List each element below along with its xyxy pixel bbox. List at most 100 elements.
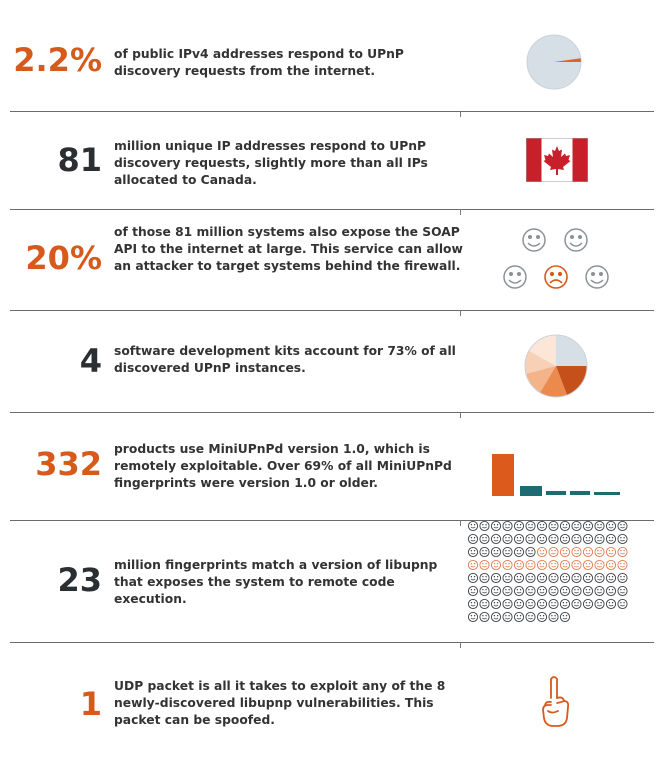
face-grid-cell bbox=[594, 546, 605, 558]
face-grid-cell bbox=[617, 598, 628, 610]
face-grid-cell bbox=[513, 611, 525, 623]
divider-tick bbox=[460, 111, 461, 117]
stat-description: products use MiniUPnPd version 1.0, whic… bbox=[114, 442, 452, 490]
face-grid-icon bbox=[467, 520, 628, 623]
face-grid-cell bbox=[605, 598, 617, 610]
stat-value: 20% bbox=[25, 239, 102, 277]
face-grid-cell bbox=[525, 598, 536, 610]
face-grid-cell bbox=[559, 559, 571, 571]
face-grid-cell bbox=[571, 533, 582, 545]
face-grid-cell bbox=[479, 520, 490, 532]
face-grid-cell bbox=[513, 559, 525, 571]
face-grid-cell bbox=[525, 520, 536, 532]
face-grid-cell bbox=[513, 585, 525, 597]
face-grid-cell bbox=[502, 546, 513, 558]
stat-value: 4 bbox=[79, 342, 102, 380]
face-grid-cell bbox=[571, 520, 582, 532]
divider bbox=[10, 520, 654, 521]
face-grid-cell bbox=[594, 533, 605, 545]
canada-flag-icon bbox=[526, 138, 588, 182]
face-grid-cell bbox=[536, 546, 548, 558]
face-grid-cell bbox=[490, 520, 502, 532]
face-grid-cell bbox=[594, 520, 605, 532]
face-grid-cell bbox=[582, 520, 594, 532]
face-grid-cell bbox=[559, 598, 571, 610]
face-grid-cell bbox=[536, 572, 548, 584]
face-grid-cell bbox=[479, 559, 490, 571]
pie-slice-icon bbox=[526, 34, 582, 90]
face-grid-cell bbox=[467, 546, 479, 558]
face-grid-cell bbox=[513, 546, 525, 558]
bar-chart-icon bbox=[492, 454, 620, 496]
face-grid-cell bbox=[502, 572, 513, 584]
face-grid-cell bbox=[617, 559, 628, 571]
face-grid-cell bbox=[479, 611, 490, 623]
face-grid-cell bbox=[525, 585, 536, 597]
face-grid-cell bbox=[536, 520, 548, 532]
face-grid-cell bbox=[605, 533, 617, 545]
face-grid-cell bbox=[479, 533, 490, 545]
divider-tick bbox=[460, 412, 461, 418]
face-grid-cell bbox=[502, 520, 513, 532]
face-grid-cell bbox=[536, 533, 548, 545]
divider-tick bbox=[460, 642, 461, 648]
face-grid-cell bbox=[594, 585, 605, 597]
raised-finger-icon bbox=[542, 676, 570, 727]
face-grid-cell bbox=[605, 520, 617, 532]
face-grid-cell bbox=[525, 611, 536, 623]
face-grid-cell bbox=[571, 559, 582, 571]
stat-value: 1 bbox=[79, 685, 102, 723]
face-grid-cell bbox=[594, 572, 605, 584]
face-grid-cell bbox=[559, 546, 571, 558]
face-grid-cell bbox=[490, 572, 502, 584]
face-grid-cell bbox=[490, 585, 502, 597]
face-grid-cell bbox=[605, 559, 617, 571]
face-grid-cell bbox=[582, 572, 594, 584]
face-grid-cell bbox=[594, 559, 605, 571]
stat-value: 23 bbox=[57, 561, 102, 599]
face-grid-cell bbox=[502, 533, 513, 545]
face-grid-cell bbox=[571, 585, 582, 597]
face-grid-cell bbox=[479, 585, 490, 597]
pie-chart-icon bbox=[524, 334, 588, 398]
face-grid-cell bbox=[502, 611, 513, 623]
divider bbox=[10, 412, 654, 413]
face-grid-cell bbox=[467, 533, 479, 545]
face-grid-cell bbox=[536, 598, 548, 610]
face-grid-cell bbox=[490, 559, 502, 571]
divider bbox=[10, 642, 654, 643]
face-grid-cell bbox=[513, 533, 525, 545]
smiley-faces-icon bbox=[503, 228, 609, 289]
stat-description: of those 81 million systems also expose … bbox=[114, 225, 463, 273]
face-grid-cell bbox=[467, 598, 479, 610]
face-grid-cell bbox=[525, 572, 536, 584]
face-grid-cell bbox=[513, 598, 525, 610]
face-grid-cell bbox=[571, 572, 582, 584]
face-grid-cell bbox=[559, 572, 571, 584]
face-grid-cell bbox=[479, 546, 490, 558]
divider-tick bbox=[460, 520, 461, 526]
face-grid-cell bbox=[617, 533, 628, 545]
face-grid-cell bbox=[617, 520, 628, 532]
face-grid-cell bbox=[502, 598, 513, 610]
stat-description: million unique IP addresses respond to U… bbox=[114, 139, 428, 187]
face-grid-cell bbox=[559, 533, 571, 545]
face-grid-cell bbox=[490, 598, 502, 610]
face-grid-cell bbox=[502, 585, 513, 597]
face-grid-cell bbox=[490, 533, 502, 545]
face-grid-cell bbox=[490, 611, 502, 623]
divider bbox=[10, 111, 654, 112]
stat-description: of public IPv4 addresses respond to UPnP… bbox=[114, 47, 404, 78]
face-grid-cell bbox=[513, 572, 525, 584]
face-grid-cell bbox=[559, 611, 571, 623]
face-grid-cell bbox=[617, 585, 628, 597]
face-grid-cell bbox=[559, 585, 571, 597]
face-grid-cell bbox=[536, 559, 548, 571]
stat-description: million fingerprints match a version of … bbox=[114, 558, 438, 606]
face-grid-cell bbox=[525, 546, 536, 558]
face-grid-cell bbox=[525, 533, 536, 545]
stat-description: software development kits account for 73… bbox=[114, 344, 456, 375]
face-grid-cell bbox=[582, 585, 594, 597]
face-grid-cell bbox=[479, 598, 490, 610]
face-grid-cell bbox=[571, 598, 582, 610]
